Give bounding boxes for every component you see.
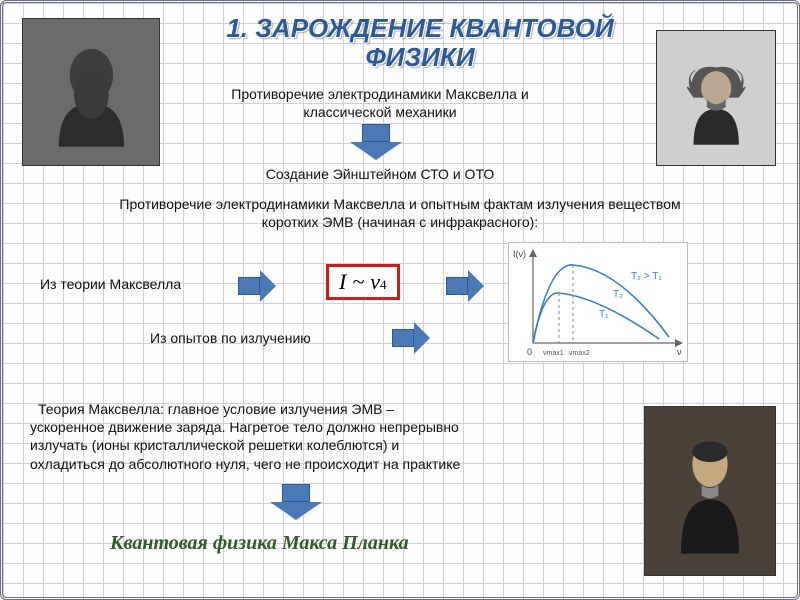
text-line: Противоречие электродинамики Максвелла и… <box>119 196 680 212</box>
person-silhouette-icon <box>669 44 763 151</box>
formula-lhs: I <box>339 269 346 295</box>
planck-caption: Квантовая физика Макса Планка <box>110 532 409 555</box>
graph-origin: 0 <box>527 347 532 357</box>
formula-exp: 4 <box>380 277 387 293</box>
graph-curve-label: T₁ <box>599 309 609 320</box>
portrait-einstein <box>656 30 776 166</box>
graph-xtick: νmax2 <box>569 350 590 357</box>
formula-rhs: ν <box>370 269 380 295</box>
text-maxwell-theory: Из теории Максвелла <box>40 276 220 294</box>
person-silhouette-icon <box>37 34 146 151</box>
page-title: 1. ЗАРОЖДЕНИЕ КВАНТОВОЙ ФИЗИКИ <box>200 14 640 71</box>
arrow-down-icon <box>350 124 402 160</box>
person-silhouette-icon <box>658 424 762 558</box>
graph-xlabel: ν <box>677 347 682 357</box>
text-line: охладиться до абсолютного нуля, чего не … <box>30 455 600 473</box>
graph-svg: I(ν) ν 0 νmax1 νmax2 T₂ > T₁ T₂ T₁ <box>509 243 689 363</box>
arrow-right-icon <box>392 322 430 354</box>
text-sro-oto: Создание Эйнштейном СТО и ОТО <box>230 166 530 184</box>
maxwell-paragraph: Теория Максвелла: главное условие излуче… <box>30 400 600 473</box>
graph-curve-label: T₂ <box>613 289 623 300</box>
graph-xtick: νmax1 <box>543 350 564 357</box>
text-line: ускоренное движение заряда. Нагретое тел… <box>30 418 600 436</box>
text-line: Противоречие электродинамики Максвелла и <box>231 86 528 102</box>
graph-legend: T₂ > T₁ <box>631 271 662 282</box>
text-line: классической механики <box>303 104 456 120</box>
text-contradiction-1: Противоречие электродинамики Максвелла и… <box>190 86 570 121</box>
intensity-graph: I(ν) ν 0 νmax1 νmax2 T₂ > T₁ T₂ T₁ <box>508 242 688 362</box>
text-line: излучать (ионы кристаллической решетки к… <box>30 436 600 454</box>
portrait-planck <box>644 406 776 576</box>
portrait-maxwell <box>22 18 160 166</box>
formula-box: I ~ ν4 <box>326 264 400 300</box>
text-contradiction-2: Противоречие электродинамики Максвелла и… <box>60 196 740 231</box>
graph-ylabel: I(ν) <box>513 249 526 259</box>
arrow-right-icon <box>238 270 276 302</box>
text-experiments: Из опытов по излучению <box>150 330 370 348</box>
text-line: коротких ЭМВ (начиная с инфракрасного): <box>262 214 538 230</box>
formula-op: ~ <box>352 269 364 295</box>
arrow-down-icon <box>270 484 322 520</box>
text-line: Теория Максвелла: главное условие излуче… <box>30 400 600 418</box>
arrow-right-icon <box>446 270 484 302</box>
